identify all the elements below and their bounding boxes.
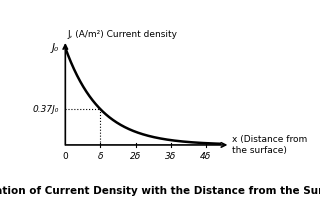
Text: J, (A/m²) Current density: J, (A/m²) Current density [67,30,177,39]
Text: 0: 0 [62,152,68,161]
Text: 2δ: 2δ [130,152,141,161]
Text: x (Distance from
the surface): x (Distance from the surface) [232,135,307,155]
Text: Variation of Current Density with the Distance from the Surface: Variation of Current Density with the Di… [0,186,320,196]
Text: δ: δ [98,152,103,161]
Text: J₀: J₀ [52,43,59,53]
Text: 3δ: 3δ [165,152,176,161]
Text: 0.37J₀: 0.37J₀ [33,105,59,114]
Text: 4δ: 4δ [200,152,211,161]
